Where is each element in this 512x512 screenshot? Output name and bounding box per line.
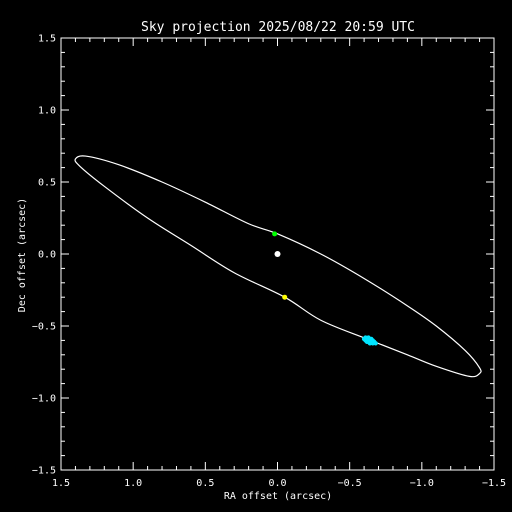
cluster-point <box>373 341 378 346</box>
y-tick-label: 1.0 <box>38 106 56 117</box>
y-axis-title: Dec offset (arcsec) <box>17 198 28 312</box>
y-tick-label: −1.5 <box>32 466 56 477</box>
x-tick-label: 0.0 <box>268 478 286 489</box>
y-tick-label: −0.5 <box>32 322 56 333</box>
cluster-point <box>363 335 368 340</box>
y-tick-label: −1.0 <box>32 394 56 405</box>
marker-point <box>272 231 278 237</box>
x-tick-label: −0.5 <box>338 478 362 489</box>
x-tick-label: 1.0 <box>124 478 142 489</box>
plot-frame <box>60 37 495 471</box>
y-tick-label: 1.5 <box>38 34 56 45</box>
marker-points <box>272 231 288 300</box>
y-tick-labels: −1.5 −1.0 −0.5 0.0 0.5 1.0 1.5 <box>32 34 56 477</box>
cluster-point <box>369 336 374 342</box>
orbit-ellipse <box>74 155 482 378</box>
cluster-point <box>367 341 373 346</box>
y-tick-label: 0.5 <box>38 178 56 189</box>
marker-point <box>282 294 288 300</box>
x-axis-title: RA offset (arcsec) <box>224 491 332 502</box>
x-tick-label: −1.5 <box>482 478 506 489</box>
x-tick-label: 1.5 <box>52 478 70 489</box>
x-tick-labels: 1.5 1.0 0.5 0.0 −0.5 −1.0 −1.5 <box>52 478 506 489</box>
cyan-point-cluster <box>361 335 378 346</box>
y-tick-label: 0.0 <box>38 250 56 261</box>
x-tick-label: −1.0 <box>410 478 434 489</box>
chart-title: Sky projection 2025/08/22 20:59 UTC <box>141 20 415 35</box>
x-tick-label: 0.5 <box>196 478 214 489</box>
marker-point <box>274 251 281 257</box>
